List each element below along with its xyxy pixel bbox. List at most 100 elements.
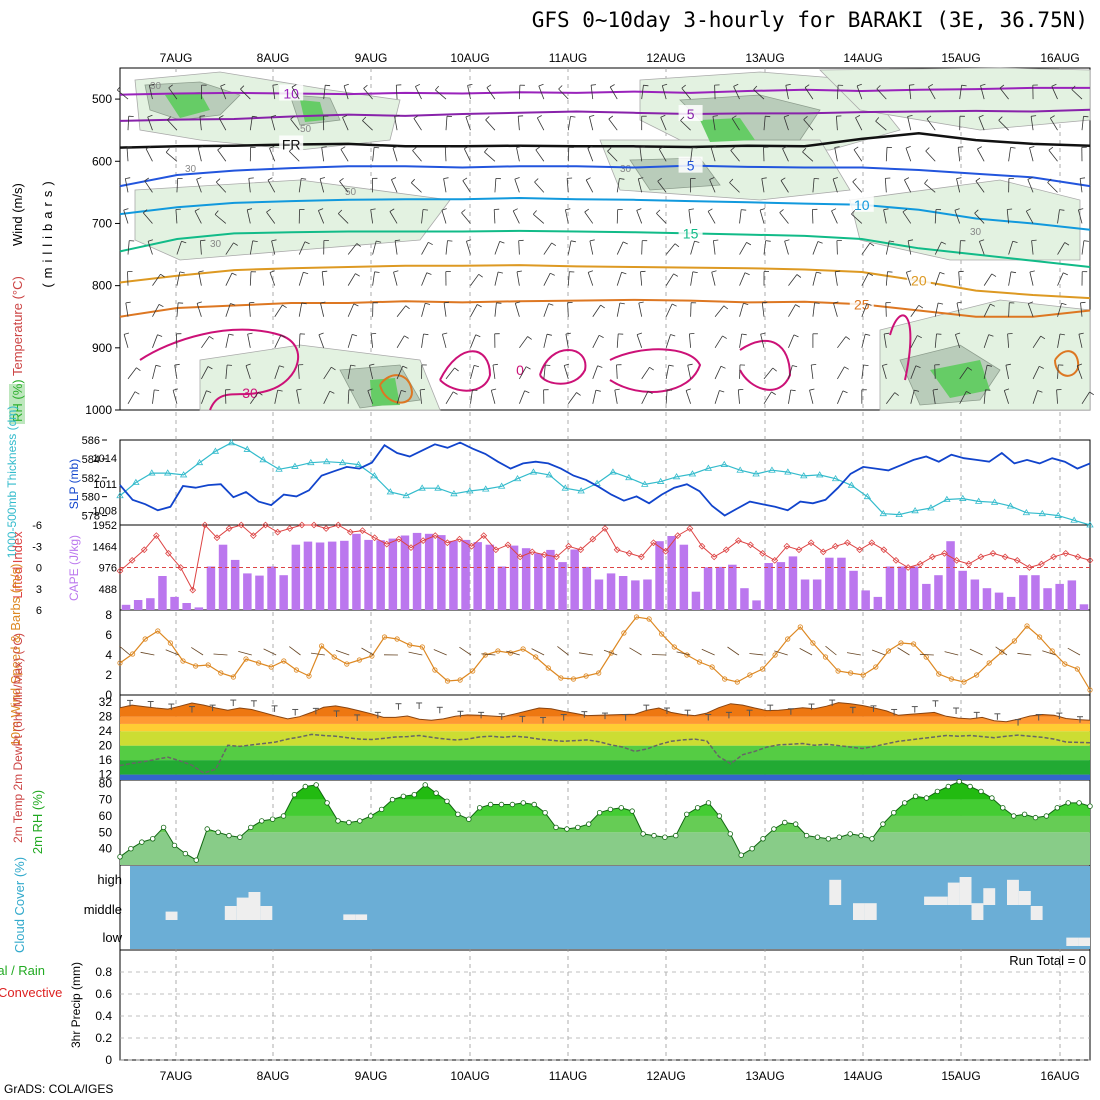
- wind-barb-flag: [452, 391, 458, 395]
- wind-barb-flag: [473, 365, 480, 368]
- wind-barb-flag: [516, 146, 522, 148]
- thickness-point: [148, 469, 156, 476]
- rh-shade-region: [849, 179, 1081, 261]
- rh-point: [586, 821, 592, 827]
- rh-point: [564, 826, 570, 832]
- date-label-bottom: 10AUG: [450, 1069, 489, 1083]
- rh-point: [934, 788, 941, 795]
- wind-barb: [837, 336, 847, 349]
- wind-barb: [636, 210, 643, 224]
- wind-barb: [739, 303, 744, 317]
- li-point: [953, 557, 961, 564]
- wind-barb: [269, 272, 276, 286]
- wind-barb: [543, 273, 551, 286]
- wind-barb: [934, 364, 936, 379]
- wind-barb-flag: [918, 304, 924, 309]
- wind-barb: [711, 272, 716, 286]
- wind-barb-flag: [514, 177, 520, 180]
- wind-barb-flag: [1083, 115, 1089, 118]
- wind-barb-flag: [958, 146, 964, 148]
- rh-point: [553, 824, 559, 831]
- wind-barb-flag: [570, 116, 576, 118]
- thickness-point: [784, 468, 792, 475]
- li-tick-label: 0: [36, 563, 42, 575]
- wind-barb: [592, 365, 598, 380]
- wind-barb-flag: [240, 85, 245, 90]
- wind-barb-flag: [486, 84, 492, 88]
- li-point: [928, 553, 936, 561]
- rh-shade-region: [134, 179, 451, 261]
- wind-barb: [565, 209, 569, 224]
- wind-barb: [176, 333, 178, 348]
- wind-barb: [1008, 271, 1012, 286]
- wind-speed-point: [520, 646, 526, 652]
- thickness-point: [116, 491, 124, 499]
- wind-barb: [983, 389, 986, 404]
- wind-barb-flag: [165, 148, 170, 153]
- rh-point: [825, 836, 832, 842]
- rh-point: [705, 800, 712, 806]
- wind-barb-flag: [772, 367, 777, 372]
- wind-barb-flag: [247, 208, 253, 211]
- wind-speed-point: [570, 676, 577, 682]
- wind-barb-flag: [207, 366, 213, 370]
- wind-barb-flag: [771, 391, 776, 395]
- wind-barb: [837, 366, 845, 380]
- surface-wind-barb: [995, 646, 1008, 656]
- wind-barb: [1032, 390, 1038, 404]
- wind-barb: [833, 303, 838, 317]
- wind-barb-flag: [834, 146, 840, 148]
- li-point: [977, 553, 985, 561]
- wind-barb: [394, 116, 398, 131]
- thickness-point: [402, 491, 410, 499]
- wind-barb-flag: [1083, 240, 1089, 242]
- wind-barb: [1006, 209, 1010, 224]
- wind-barb-flag: [477, 304, 482, 308]
- wind-barb-flag: [269, 270, 275, 273]
- wind-barb: [394, 240, 398, 255]
- wind-barb: [201, 366, 209, 380]
- wind-barb-flag: [783, 114, 790, 118]
- cape-bar: [267, 566, 276, 610]
- wind-barb: [412, 150, 422, 162]
- cloud-block-mid: [343, 914, 356, 920]
- rh-point: [411, 792, 417, 798]
- wind-barb-flag: [598, 334, 604, 338]
- wind-barb: [1057, 242, 1066, 255]
- wind-barb-flag: [252, 240, 258, 242]
- li-point: [747, 541, 754, 549]
- wind-barb: [248, 302, 251, 317]
- li-point: [565, 542, 573, 550]
- panel-frame-wind10m: [119, 609, 1091, 696]
- ylabel-part: Wind (m/s): [10, 183, 25, 246]
- thickness-point: [656, 477, 665, 484]
- wind-speed-point: [218, 670, 224, 676]
- date-label-bottom: 13AUG: [745, 1069, 784, 1083]
- wind-barb-flag: [765, 240, 771, 242]
- li-point: [528, 548, 536, 556]
- thickness-point: [370, 472, 379, 479]
- wind-barb: [714, 366, 722, 380]
- precip-tick-label: 0.2: [95, 1031, 112, 1045]
- wind-barb: [421, 272, 428, 286]
- wind-speed-point: [810, 640, 816, 646]
- rh-tick-label: 70: [99, 793, 113, 807]
- wind-barb: [681, 87, 691, 100]
- wind-barb: [214, 214, 227, 224]
- wind-barb-flag: [811, 364, 817, 366]
- wind-barb-flag: [353, 303, 359, 307]
- wind-barb-flag: [689, 333, 695, 335]
- wind-barb-flag: [231, 272, 237, 276]
- rh-point: [509, 801, 516, 808]
- surface-wind-barb: [969, 648, 983, 656]
- wind-barb: [883, 209, 887, 224]
- cape-bar: [558, 562, 567, 610]
- wind-barb: [323, 366, 332, 380]
- wind-barb-flag: [404, 335, 409, 339]
- wind-barb-flag: [374, 146, 380, 149]
- wind-barb: [907, 240, 912, 255]
- rh-point: [444, 798, 450, 804]
- wind-barb-flag: [196, 301, 202, 304]
- wind-barb-flag: [712, 115, 718, 117]
